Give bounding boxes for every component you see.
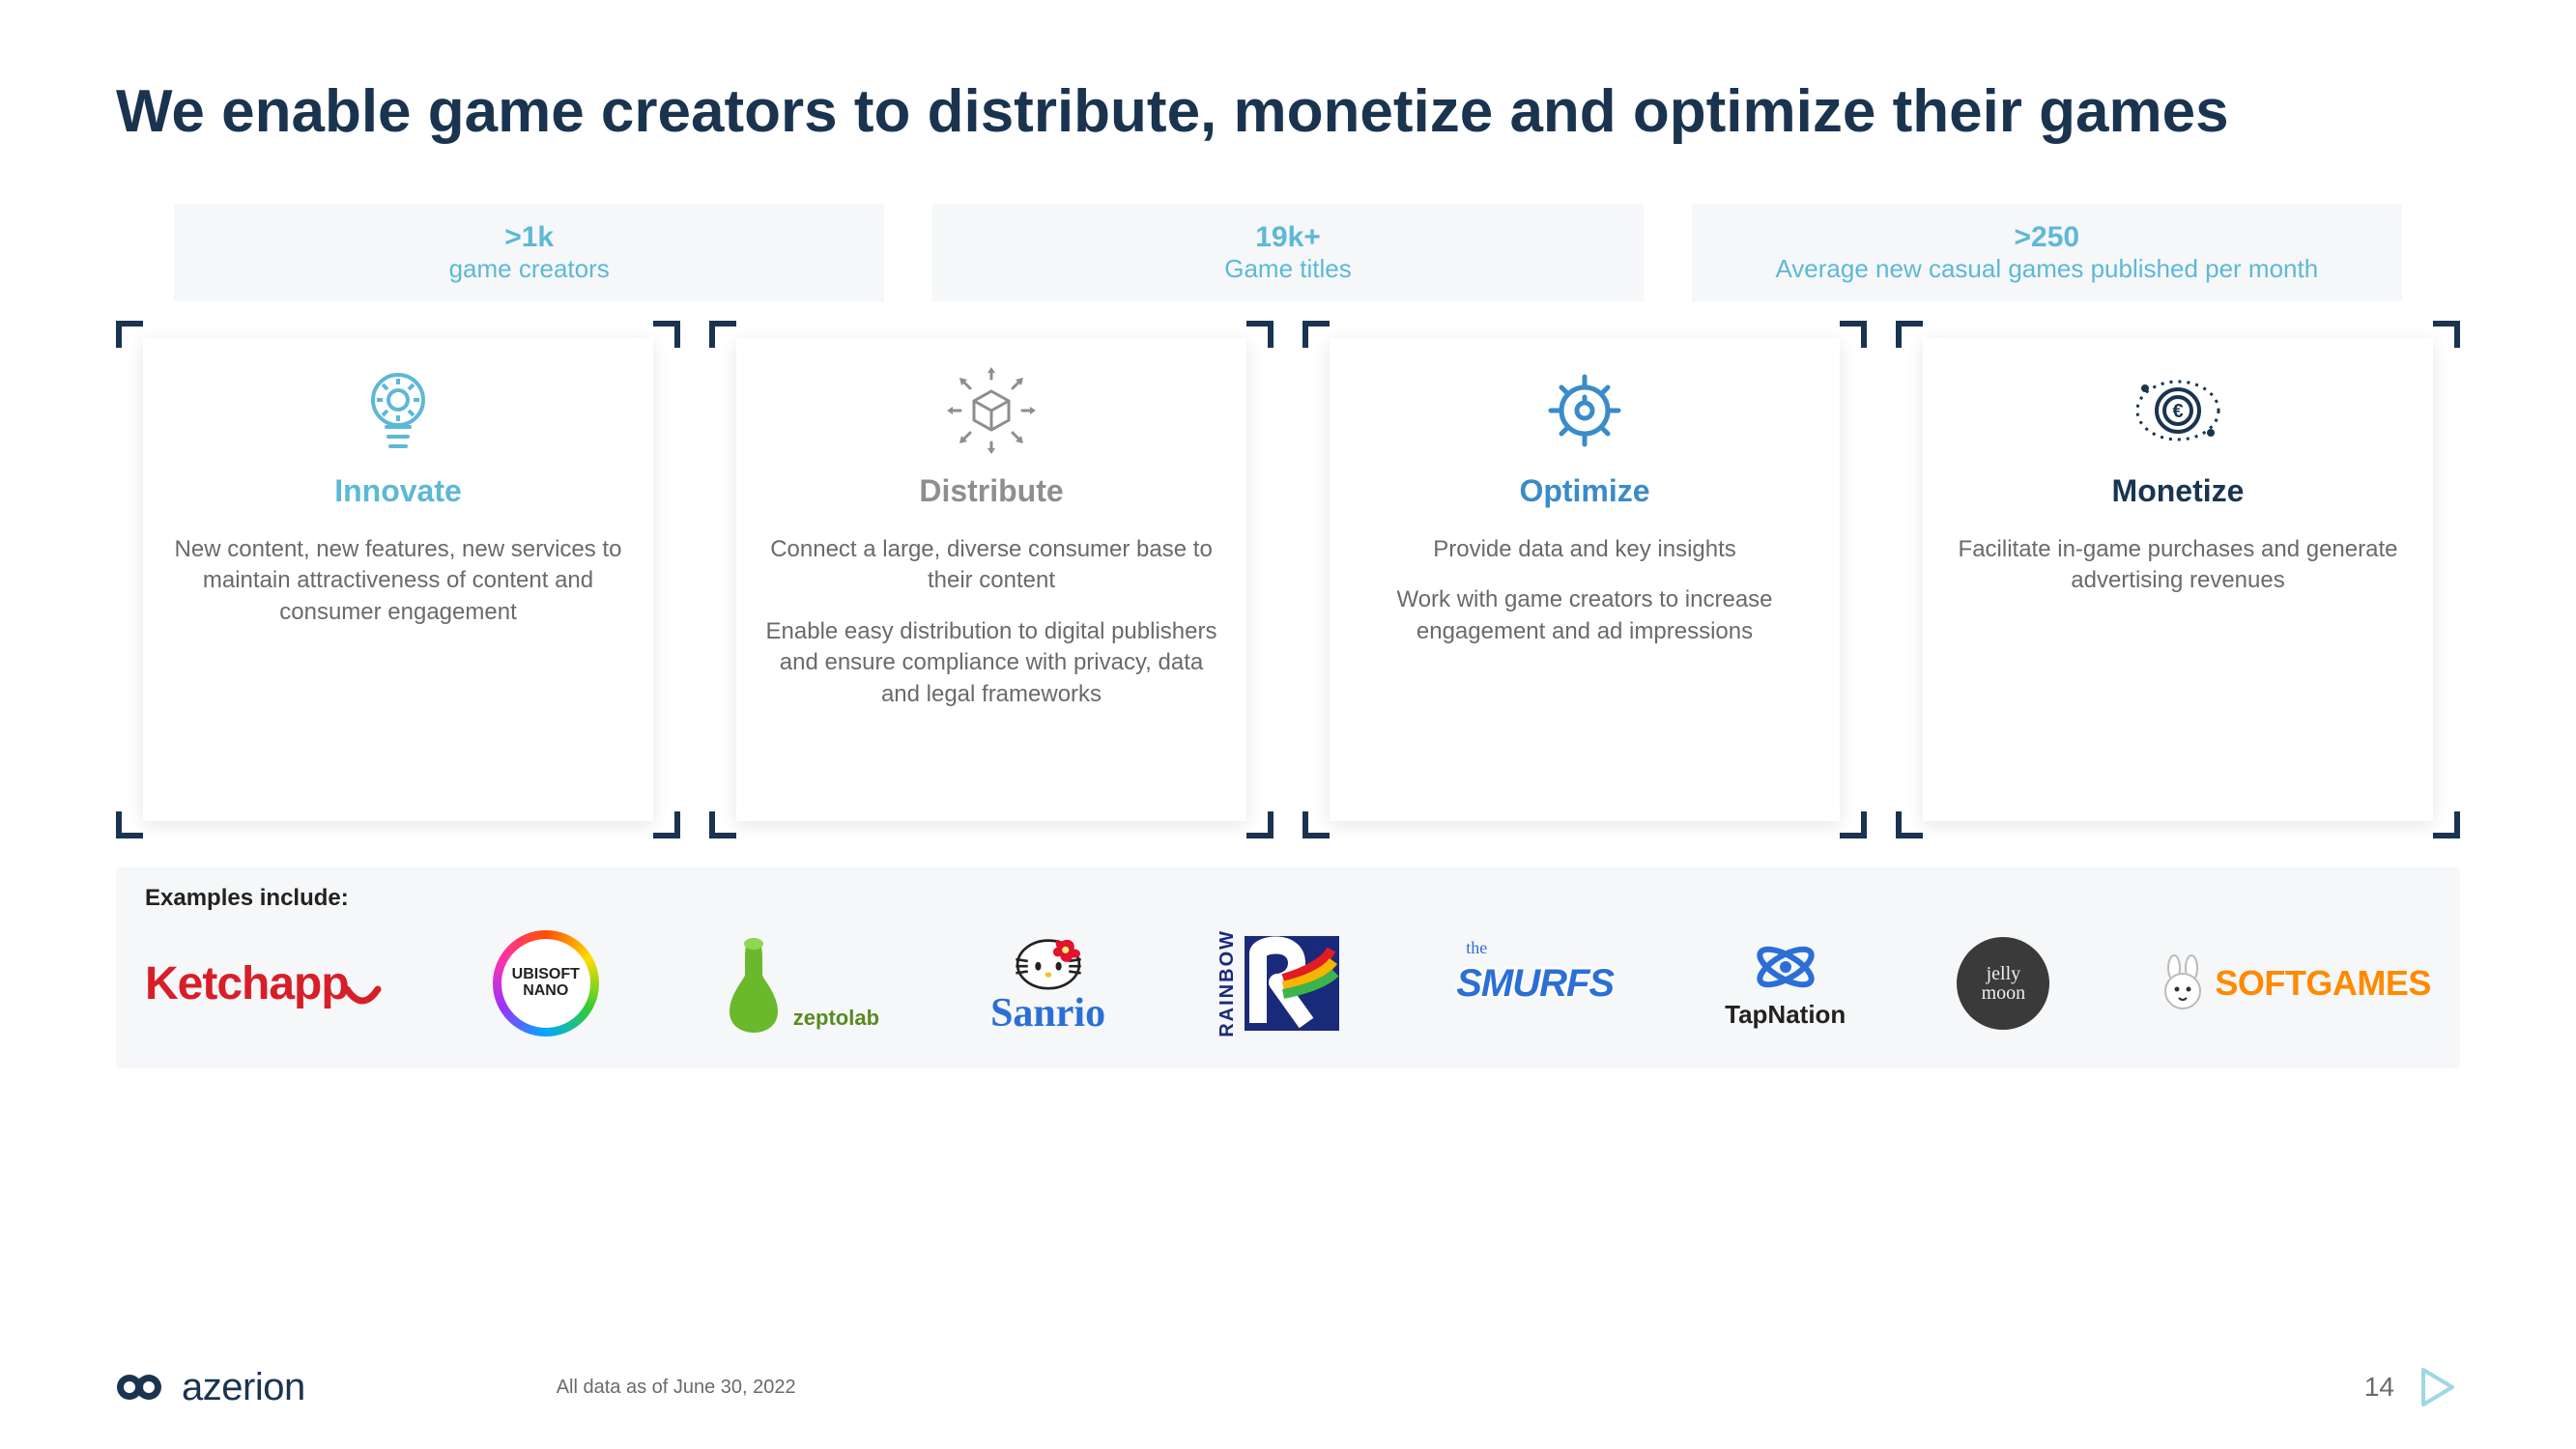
card-body: Provide data and key insights Work with … bbox=[1357, 534, 1813, 647]
logo-rainbow: RAINBOW bbox=[1216, 930, 1345, 1037]
stat-monthly: >250 Average new casual games published … bbox=[1692, 204, 2402, 301]
card-distribute: Distribute Connect a large, diverse cons… bbox=[709, 321, 1274, 838]
card: € Monetize Facilitate in-game purchases … bbox=[1923, 338, 2433, 821]
stat-label: game creators bbox=[193, 254, 865, 284]
stat-creators: >1k game creators bbox=[174, 204, 884, 301]
logo-smurfs: the SMURFS bbox=[1456, 930, 1614, 1037]
card-title: Optimize bbox=[1357, 473, 1813, 509]
logo-ubisoft-nano: UBISOFT NANO bbox=[493, 930, 599, 1037]
play-icon bbox=[2414, 1364, 2460, 1410]
gear-gauge-icon bbox=[1357, 367, 1813, 454]
slide: We enable game creators to distribute, m… bbox=[0, 0, 2576, 1449]
hellokitty-icon bbox=[1000, 930, 1097, 990]
ketchapp-wordmark: Ketchapp bbox=[145, 957, 349, 1010]
flask-icon bbox=[710, 930, 797, 1037]
stats-row: >1k game creators 19k+ Game titles >250 … bbox=[116, 204, 2460, 301]
stat-label: Game titles bbox=[952, 254, 1623, 284]
stat-value: 19k+ bbox=[952, 221, 1623, 254]
logo-softgames: SOFTGAMES bbox=[2161, 930, 2431, 1037]
card-title: Monetize bbox=[1950, 473, 2406, 509]
euro-orbit-icon: € bbox=[1950, 367, 2406, 454]
cube-network-icon bbox=[763, 367, 1219, 454]
card-body: New content, new features, new services … bbox=[170, 534, 626, 628]
cards-row: Innovate New content, new features, new … bbox=[116, 321, 2460, 838]
ubisoft-ring-icon: UBISOFT NANO bbox=[493, 930, 599, 1037]
logo-jellymoon: jellymoon bbox=[1957, 930, 2049, 1037]
brand: azerion bbox=[116, 1366, 305, 1409]
bunny-icon bbox=[2161, 954, 2205, 1012]
atom-icon bbox=[1752, 938, 1819, 996]
card-body: Connect a large, diverse consumer base t… bbox=[763, 534, 1219, 710]
page-number: 14 bbox=[2364, 1372, 2394, 1403]
card: Innovate New content, new features, new … bbox=[143, 338, 653, 821]
card: Distribute Connect a large, diverse cons… bbox=[736, 338, 1246, 821]
rainbow-r-icon bbox=[1239, 930, 1345, 1037]
stat-value: >250 bbox=[1711, 221, 2383, 254]
brand-name: azerion bbox=[182, 1366, 305, 1409]
svg-text:€: € bbox=[2172, 401, 2183, 422]
azerion-logo-icon bbox=[116, 1368, 168, 1406]
logos-row: Ketchapp UBISOFT NANO zeptolab Sanrio bbox=[145, 925, 2431, 1041]
logo-ketchapp: Ketchapp bbox=[145, 930, 382, 1037]
lightbulb-gear-icon bbox=[170, 367, 626, 454]
logo-sanrio: Sanrio bbox=[990, 930, 1105, 1037]
examples-panel: Examples include: Ketchapp UBISOFT NANO … bbox=[116, 867, 2460, 1068]
card-body: Facilitate in-game purchases and generat… bbox=[1950, 534, 2406, 597]
page-title: We enable game creators to distribute, m… bbox=[116, 77, 2460, 146]
card-monetize: € Monetize Facilitate in-game purchases … bbox=[1896, 321, 2460, 838]
card-innovate: Innovate New content, new features, new … bbox=[116, 321, 680, 838]
examples-label: Examples include: bbox=[145, 885, 2431, 912]
card: Optimize Provide data and key insights W… bbox=[1330, 338, 1840, 821]
stat-value: >1k bbox=[193, 221, 865, 254]
card-title: Distribute bbox=[763, 473, 1219, 509]
stat-label: Average new casual games published per m… bbox=[1711, 254, 2383, 284]
logo-tapnation: TapNation bbox=[1725, 930, 1846, 1037]
card-title: Innovate bbox=[170, 473, 626, 509]
footer: azerion All data as of June 30, 2022 14 bbox=[116, 1364, 2460, 1410]
jellymoon-badge-icon: jellymoon bbox=[1957, 937, 2049, 1030]
stat-titles: 19k+ Game titles bbox=[932, 204, 1643, 301]
logo-zeptolab: zeptolab bbox=[710, 930, 879, 1037]
asof-text: All data as of June 30, 2022 bbox=[557, 1377, 796, 1399]
card-optimize: Optimize Provide data and key insights W… bbox=[1302, 321, 1867, 838]
